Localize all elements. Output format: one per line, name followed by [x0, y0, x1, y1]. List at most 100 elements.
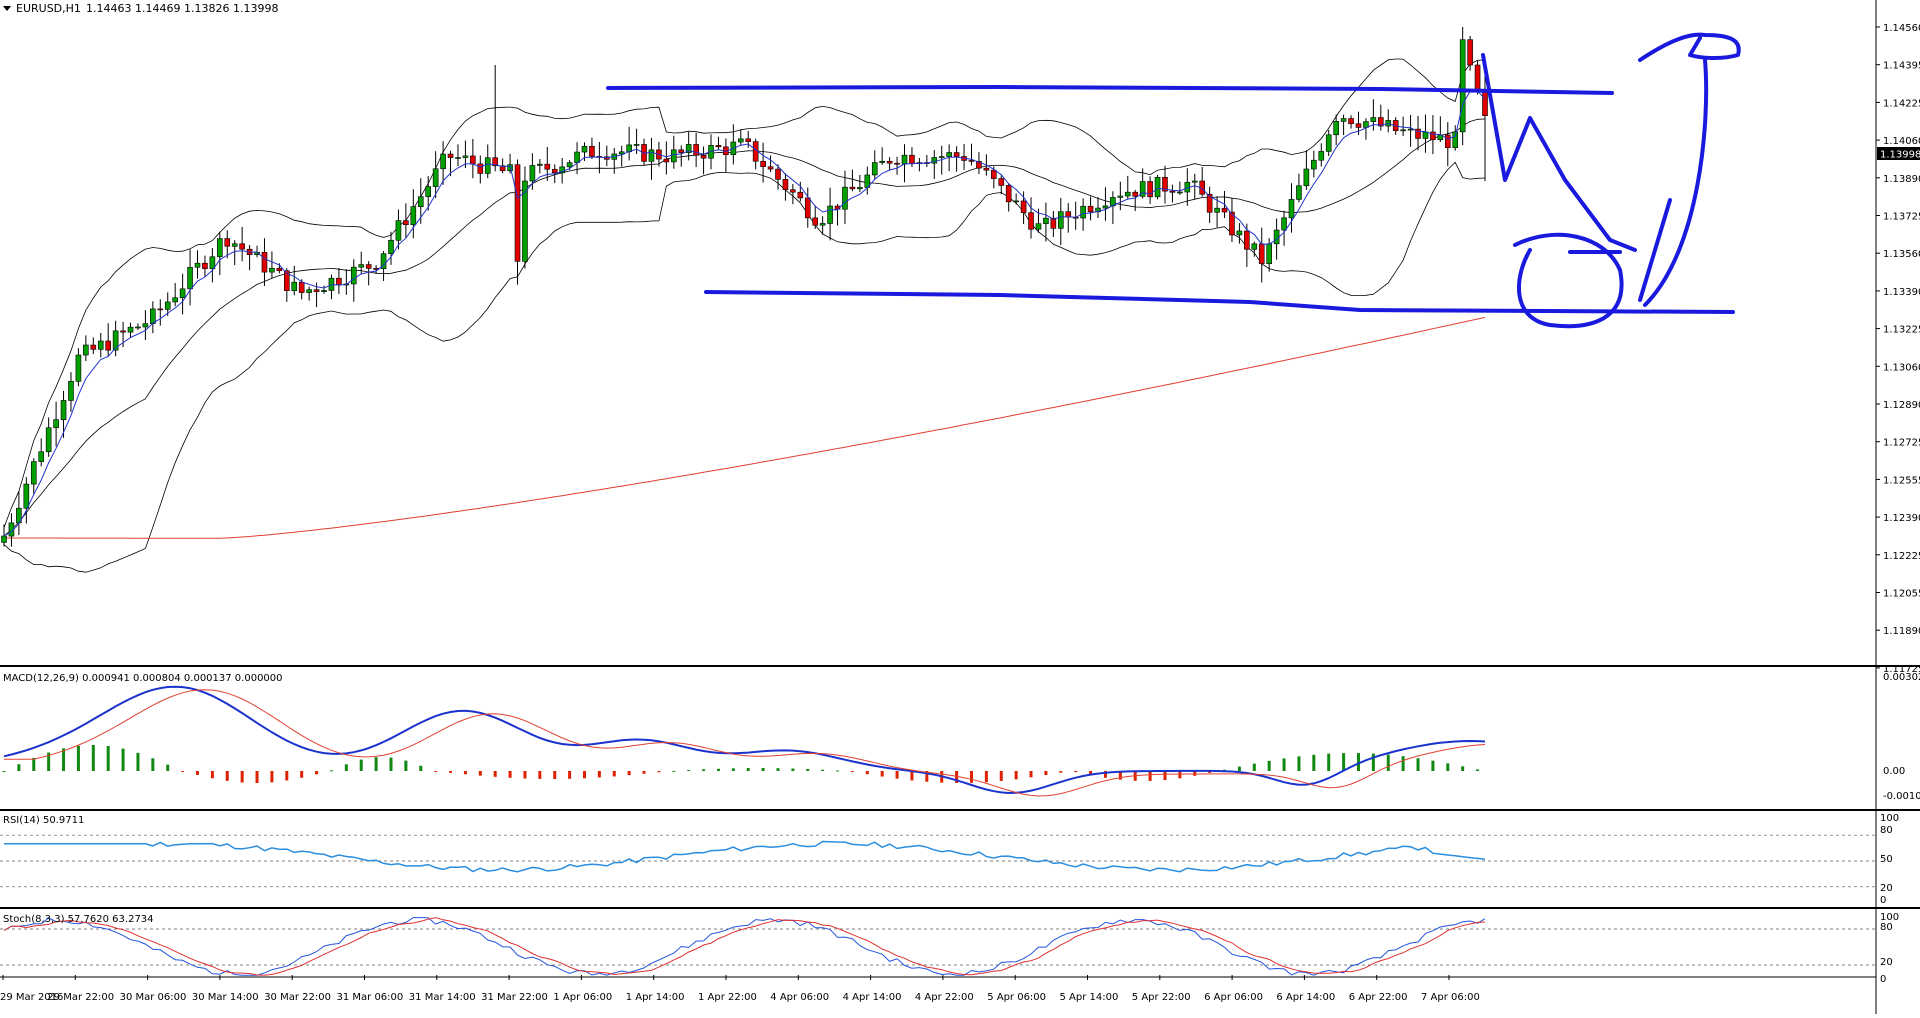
support-line[interactable]: [704, 290, 1735, 314]
projection-up[interactable]: [1638, 198, 1672, 302]
candle-body: [1005, 185, 1012, 203]
macd-histogram-bar: [1059, 771, 1063, 773]
time-tick-label: 4 Apr 06:00: [770, 992, 829, 1003]
candle-body: [484, 157, 491, 174]
price-tick-label: 1.14060: [1883, 136, 1920, 147]
time-tick-label: 31 Mar 22:00: [481, 992, 548, 1003]
stoch-signal-line: [3, 917, 1486, 976]
candle-body: [68, 381, 74, 401]
candle-body: [1355, 123, 1362, 128]
candle-body: [224, 238, 231, 247]
macd-histogram-bar: [2, 771, 6, 772]
macd-histogram-bar: [791, 768, 795, 771]
macd-histogram-bar: [300, 771, 304, 778]
time-tick-label: 4 Apr 14:00: [843, 992, 902, 1003]
candle-body: [1422, 131, 1429, 139]
stoch-axis-label: 20: [1880, 957, 1893, 968]
candle-body: [187, 266, 193, 290]
ma-slow-line: [4, 316, 1486, 539]
price-tick-label: 1.13560: [1883, 249, 1920, 260]
macd-histogram-bar: [91, 745, 95, 771]
candle-body: [1035, 223, 1042, 230]
macd-histogram-bar: [1103, 771, 1107, 778]
bollinger-bands: [3, 58, 1486, 573]
macd-histogram-bar: [612, 771, 616, 777]
rsi-line: [4, 840, 1486, 873]
candle-body: [1244, 230, 1250, 250]
macd-histogram-bar: [47, 752, 51, 771]
symbol-dropdown-icon[interactable]: [3, 6, 11, 11]
candle-body: [581, 145, 588, 153]
candle-body: [1087, 205, 1094, 213]
candle-body: [715, 145, 722, 148]
macd-histogram-bar: [821, 769, 825, 771]
candle-body: [1169, 190, 1176, 193]
macd-histogram-bar: [285, 771, 289, 781]
macd-histogram-bar: [463, 771, 467, 775]
candle-body: [1407, 128, 1414, 131]
macd-histogram-bar: [136, 752, 140, 771]
macd-histogram-bar: [582, 771, 586, 779]
candle-body: [1348, 118, 1354, 125]
candle-body: [209, 256, 216, 269]
candle-body: [1311, 159, 1317, 170]
macd-histogram-bar: [687, 770, 691, 772]
candle-body: [782, 179, 789, 191]
candle-body: [1340, 118, 1347, 122]
candle-body: [685, 144, 692, 153]
price-tick-label: 1.12225: [1883, 551, 1920, 562]
candle-body: [953, 152, 960, 157]
projection-arrow-shaft[interactable]: [1643, 58, 1709, 307]
price-tick-label: 1.11890: [1883, 626, 1920, 637]
rsi-axis-label: 80: [1880, 825, 1893, 836]
candle-body: [1474, 64, 1481, 91]
candle-body: [306, 289, 312, 293]
time-tick-label: 30 Mar 22:00: [264, 992, 331, 1003]
macd-histogram-bar: [553, 771, 557, 779]
candle-body: [298, 281, 305, 293]
target-circle[interactable]: [1513, 232, 1624, 329]
projection-zigzag[interactable]: [1481, 53, 1637, 252]
candle-body: [589, 145, 595, 157]
candle-body: [909, 154, 915, 164]
time-tick-label: 5 Apr 22:00: [1132, 992, 1191, 1003]
candle-body: [97, 340, 104, 350]
projection-arrow-head[interactable]: [1638, 32, 1741, 62]
macd-histogram-bar: [1193, 771, 1197, 776]
candle-body: [797, 191, 804, 199]
candle-body: [425, 186, 432, 197]
candle-body: [164, 301, 171, 310]
macd-histogram-bar: [1044, 771, 1048, 776]
bollinger-middle: [3, 118, 1486, 537]
candle-body: [1139, 181, 1146, 197]
candle-body: [432, 168, 439, 187]
macd-histogram-bar: [1014, 771, 1018, 780]
candle-body: [983, 167, 990, 171]
trendline-annotations[interactable]: [606, 32, 1741, 329]
macd-histogram-bar: [1237, 766, 1241, 771]
resistance-line[interactable]: [606, 85, 1614, 95]
candle-body: [1303, 168, 1310, 187]
price-tick-label: 1.12390: [1883, 513, 1920, 524]
time-tick-label: 30 Mar 14:00: [192, 992, 259, 1003]
time-tick-label: 7 Apr 06:00: [1421, 992, 1480, 1003]
bollinger-upper: [3, 58, 1486, 528]
candle-body: [157, 308, 164, 311]
candle-body: [30, 461, 37, 485]
candle-body: [976, 161, 982, 169]
candle-body: [417, 196, 424, 207]
macd-histogram-bar: [1461, 766, 1465, 771]
macd-histogram-bar: [1446, 763, 1450, 771]
candle-body: [321, 290, 327, 292]
candle-body: [1444, 134, 1451, 148]
macd-histogram-bar: [806, 769, 810, 771]
candle-body: [1467, 39, 1473, 66]
macd-histogram-bar: [538, 771, 542, 779]
candle-body: [1378, 117, 1384, 127]
macd-histogram-bar: [32, 757, 36, 771]
price-tick-label: 1.12890: [1883, 400, 1920, 411]
candle-body: [1124, 191, 1131, 197]
macd-histogram-bar: [1163, 771, 1167, 781]
stoch-axis-label: 0: [1880, 974, 1886, 985]
